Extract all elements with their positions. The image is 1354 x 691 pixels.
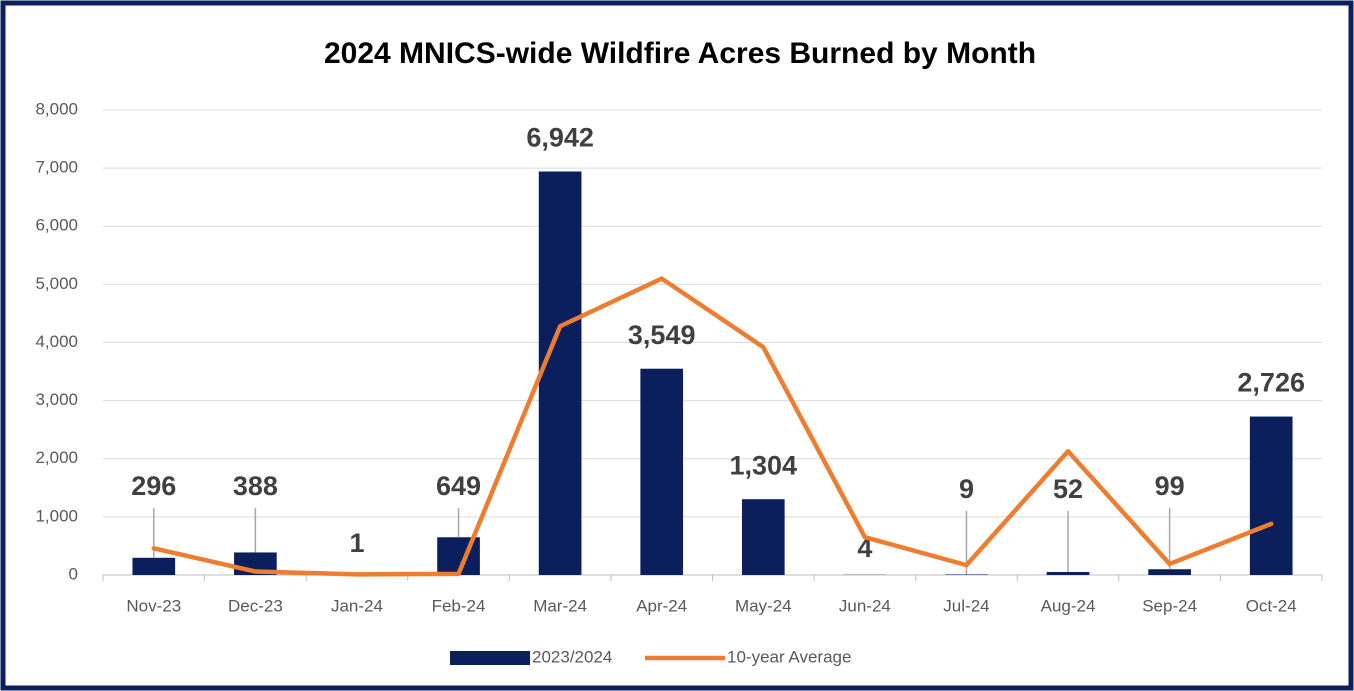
bar — [1148, 569, 1191, 575]
bar — [1249, 416, 1293, 575]
bar — [538, 171, 582, 575]
legend-swatch — [450, 651, 530, 665]
data-label: 649 — [436, 471, 481, 501]
y-tick-label: 7,000 — [35, 158, 78, 177]
legend-label: 2023/2024 — [532, 647, 612, 666]
bar — [945, 574, 988, 575]
data-label: 3,549 — [628, 320, 696, 350]
line-series — [151, 276, 1274, 577]
bar — [640, 368, 684, 575]
data-label: 388 — [233, 471, 278, 501]
data-label: 1 — [349, 528, 364, 558]
data-label: 296 — [131, 471, 176, 501]
data-label: 1,304 — [730, 450, 798, 480]
x-tick-label: Mar-24 — [533, 596, 587, 615]
bar — [1046, 571, 1090, 575]
x-tick-label: Jul-24 — [943, 596, 989, 615]
y-tick-label: 4,000 — [35, 332, 78, 351]
legend-label: 10-year Average — [727, 647, 851, 666]
data-label: 9 — [959, 474, 974, 504]
y-tick-label: 5,000 — [35, 274, 78, 293]
x-tick-label: Jan-24 — [331, 596, 383, 615]
data-label: 52 — [1053, 474, 1083, 504]
y-tick-label: 8,000 — [35, 99, 78, 118]
data-label: 4 — [857, 533, 872, 563]
x-tick-label: Oct-24 — [1246, 596, 1297, 615]
x-tick-label: Dec-23 — [228, 596, 283, 615]
y-tick-label: 0 — [69, 564, 78, 583]
data-label: 6,942 — [526, 123, 594, 153]
x-tick-label: Aug-24 — [1041, 596, 1096, 615]
y-tick-label: 3,000 — [35, 390, 78, 409]
x-tick-label: Sep-24 — [1142, 596, 1197, 615]
y-tick-label: 1,000 — [35, 506, 78, 525]
y-tick-label: 6,000 — [35, 216, 78, 235]
y-tick-label: 2,000 — [35, 448, 78, 467]
x-tick-label: Jun-24 — [839, 596, 891, 615]
x-tick-label: Nov-23 — [126, 596, 181, 615]
x-tick-label: Feb-24 — [432, 596, 486, 615]
chart-title: 2024 MNICS-wide Wildfire Acres Burned by… — [324, 37, 1036, 70]
data-label: 99 — [1155, 471, 1185, 501]
x-tick-label: May-24 — [735, 596, 792, 615]
bar — [741, 499, 785, 575]
data-label: 2,726 — [1237, 368, 1305, 398]
bar — [132, 557, 176, 575]
x-tick-label: Apr-24 — [636, 596, 687, 615]
